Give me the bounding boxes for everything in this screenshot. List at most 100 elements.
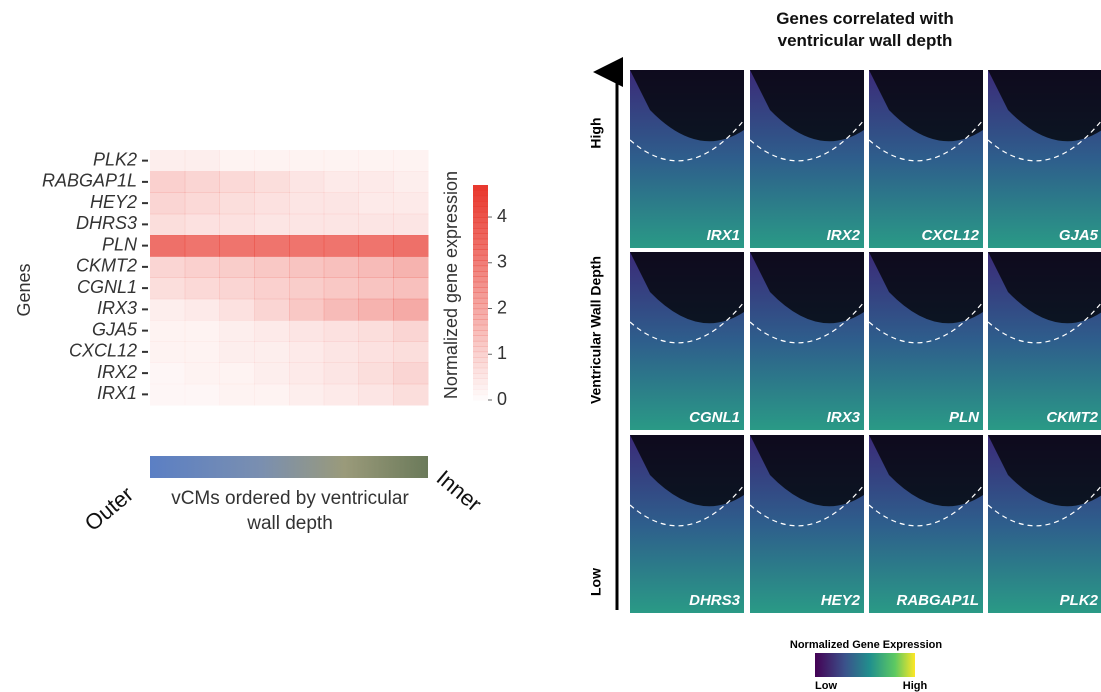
colorbar-label: Normalized gene expression [441,171,461,399]
panel-label: PLK2 [1060,592,1099,609]
heatmap-cell [184,213,220,236]
heatmap-cell [289,235,325,257]
heatmap-cell [184,192,220,215]
row-label: HEY2 [90,192,137,212]
colorbar-step [473,228,488,234]
heatmap-cell [358,235,394,257]
heatmap-cell [323,362,359,385]
heatmap-cell [323,256,359,278]
heatmap-cell [323,383,359,406]
colorbar-step [473,335,488,342]
image-grid: IRX1 IRX2 CXCL12 GJA5 CGNL1 IRX3 PLN CKMT2 DHRS3… [629,70,1101,613]
row-label: CXCL12 [69,341,137,361]
heatmap-cell [219,383,255,406]
heatmap-cell [254,150,290,172]
heatmap-cell [184,171,220,193]
colorbar-step [473,373,488,379]
heatmap-cell [254,320,290,342]
panel-label: IRX2 [827,227,861,244]
y-high-label: High [588,117,604,148]
heatmap-cell [219,213,255,236]
row-label: RABGAP1L [42,171,137,191]
panel-label: CKMT2 [1046,409,1098,426]
colorbar-tick-label: 4 [497,206,507,226]
heatmap-cell [358,150,394,172]
colorbar-step [473,324,488,331]
heatmap-cell [254,213,290,236]
heatmap-cell [393,277,429,300]
cell-order-strip [150,456,428,478]
panel-label: HEY2 [821,592,861,609]
heatmap-cell [184,320,220,342]
colorbar-step [473,190,488,197]
heatmap-cell [289,150,325,172]
heatmap-cell [323,192,359,215]
heatmap-cell [219,320,255,342]
heatmap-cell [393,150,429,172]
heatmap-cell [289,256,325,278]
row-label: PLN [102,234,138,254]
tissue-void [630,252,744,324]
colorbar-step [473,238,488,245]
colorbar [815,653,915,677]
tissue-void [630,70,744,142]
heatmap-cell [323,213,359,236]
colorbar-step [473,185,488,191]
heatmap-cell [289,383,325,406]
tissue-void [988,435,1101,507]
panel-label: IRX1 [707,227,740,244]
tissue-void [750,435,864,507]
colorbar-step [473,367,488,374]
colorbar-step [473,378,488,385]
heatmap-cell [323,235,359,257]
tissue-void [988,70,1101,142]
colorbar-step [473,222,488,229]
colorbar-step [473,287,488,293]
colorbar-step [473,330,488,336]
colorbar-step [473,383,488,390]
heatmap-cell [219,341,255,363]
heatmap-cell [358,256,394,278]
panel-label: RABGAP1L [896,592,979,609]
colorbar-low: Low [815,680,837,692]
heatmap-cell [150,235,186,257]
y-low-label: Low [588,568,604,596]
colorbar-step [473,319,488,326]
heatmap-cell [219,192,255,215]
colorbar-tick-label: 3 [497,252,507,272]
colorbar-step [473,303,488,310]
panel-label: GJA5 [1059,227,1099,244]
heatmap-cell [289,192,325,215]
heatmap-cell [393,362,429,385]
x-start-label: Outer [80,481,138,536]
colorbar-step [473,395,488,401]
heatmap-cell [323,277,359,300]
heatmap-cell [150,192,186,215]
tissue-void [988,252,1101,324]
heatmap-cell [289,320,325,342]
heatmap-cell [358,277,394,300]
colorbar-step [473,297,488,304]
heatmap-cell [150,383,186,406]
heatmap-cell [219,150,255,172]
colorbar-step [473,314,488,320]
colorbar-step [473,357,488,363]
colorbar-step [473,340,488,347]
panel-label: DHRS3 [689,592,741,609]
panel-label: CXCL12 [921,227,979,244]
heatmap-cell [184,235,220,257]
heatmap-cell [358,383,394,406]
heatmap-cell [254,298,290,321]
heatmap-cell [358,171,394,193]
colorbar-step [473,211,488,218]
heatmap: PLK2RABGAP1LHEY2DHRS3PLNCKMT2CGNL1IRX3GJ… [42,149,429,406]
heatmap-cell [289,171,325,193]
heatmap-cell [184,341,220,363]
grid-title: Genes correlated with ventricular wall d… [776,9,954,50]
colorbar-step [473,362,488,369]
heatmap-cell [289,277,325,300]
heatmap-cell [150,362,186,385]
panel-label: PLN [949,409,980,426]
tissue-void [869,70,983,142]
